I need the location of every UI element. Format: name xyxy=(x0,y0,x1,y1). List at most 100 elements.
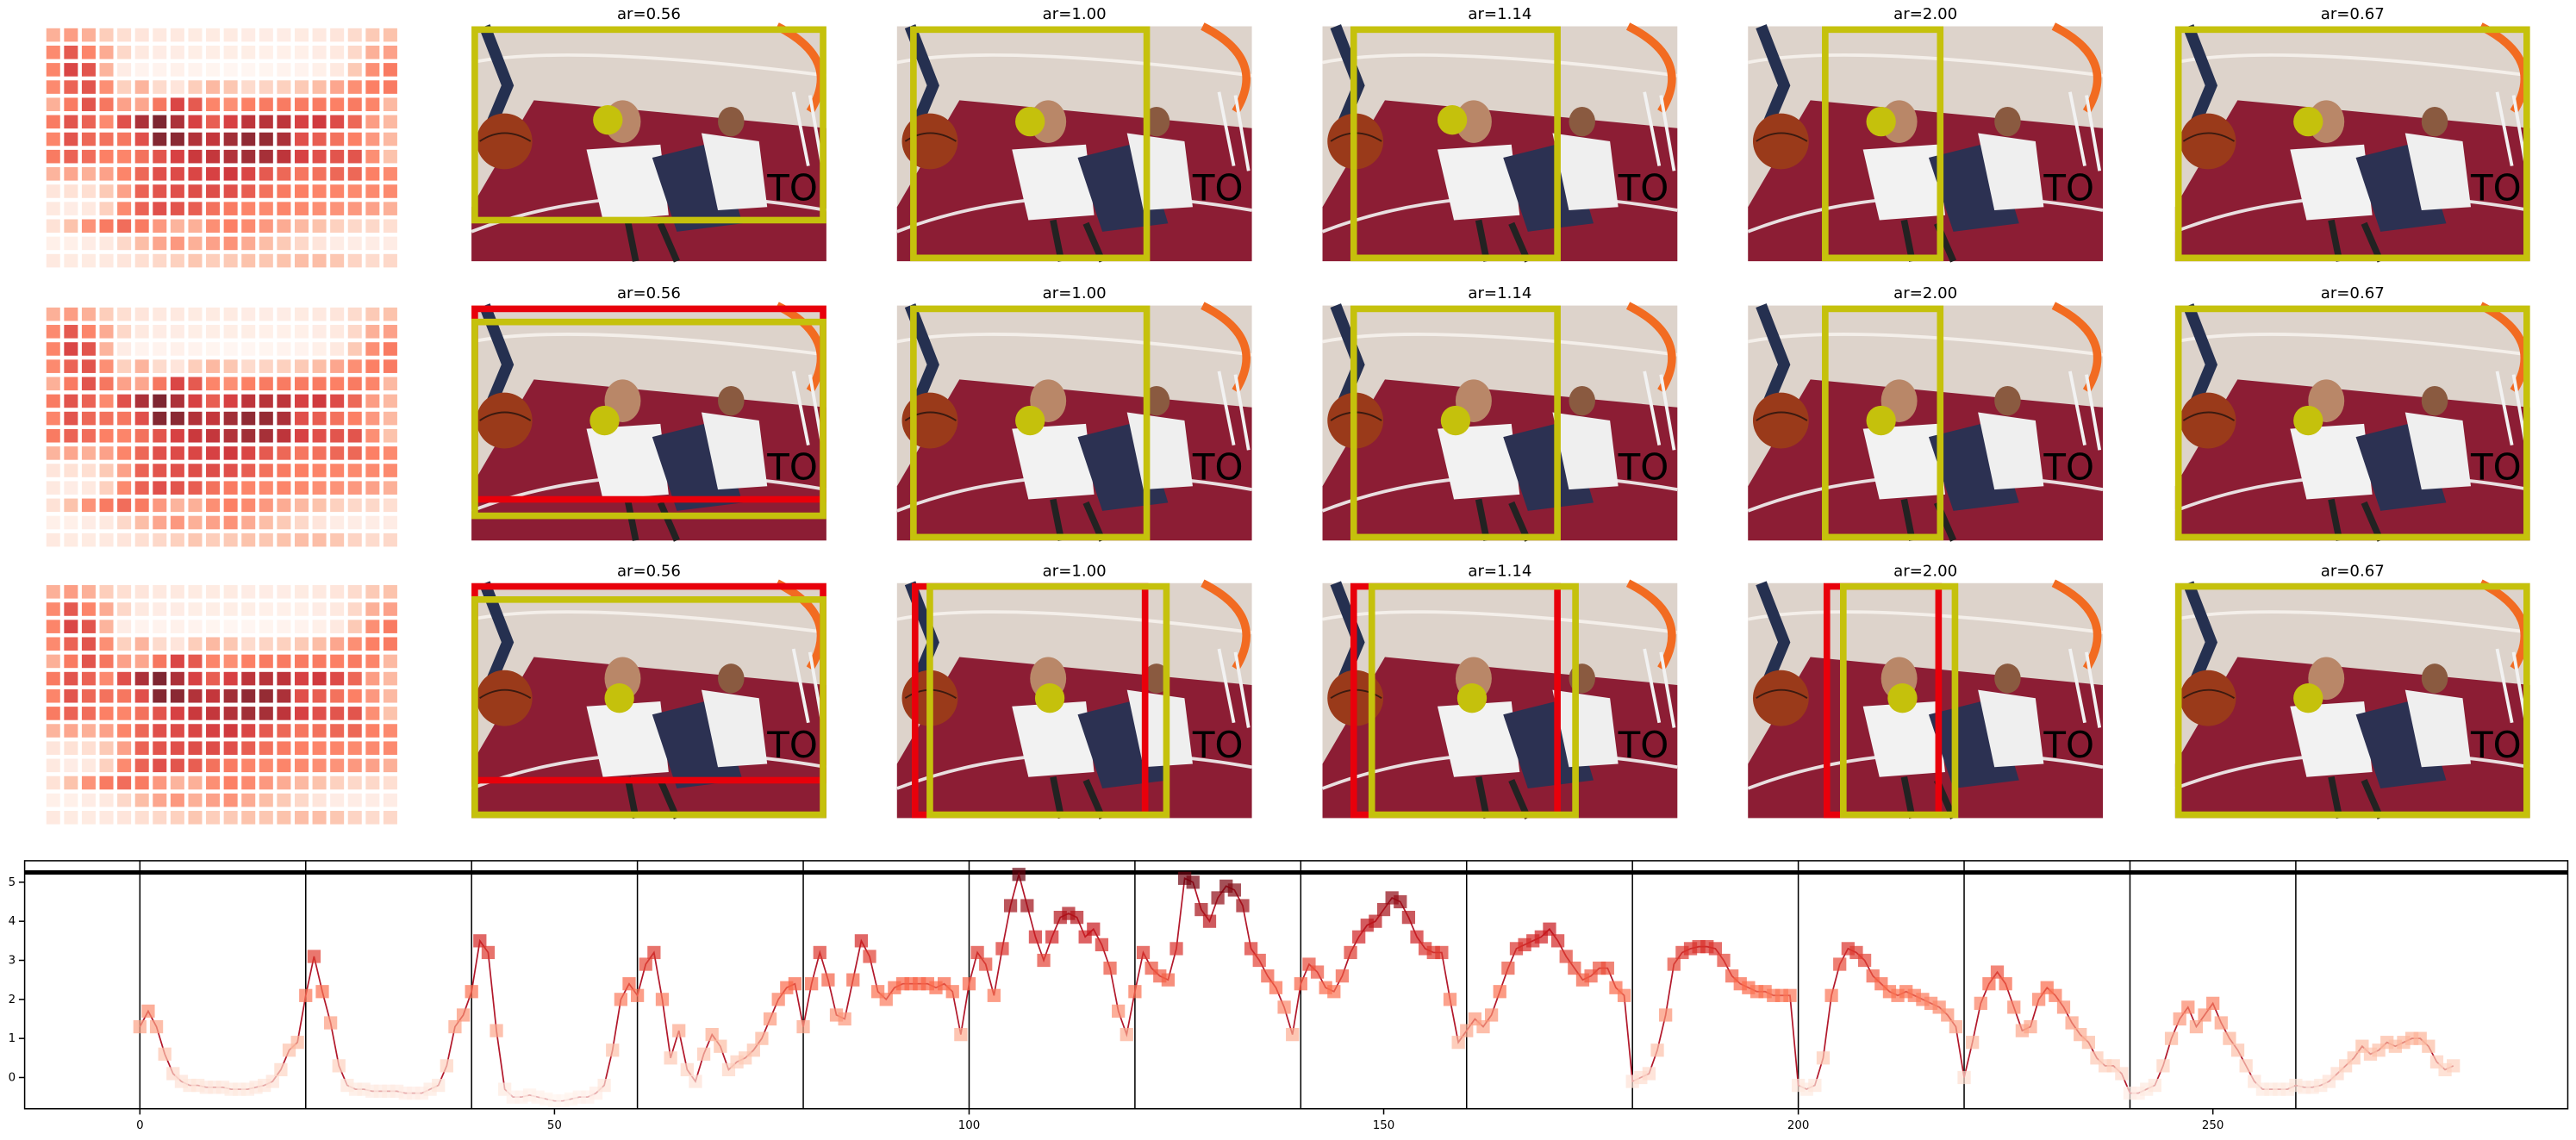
heatmap-cell xyxy=(64,724,78,738)
marker xyxy=(1617,988,1631,1002)
heatmap-cell xyxy=(188,811,203,825)
heatmap-cell xyxy=(134,707,149,720)
heatmap-cell xyxy=(347,654,362,669)
heatmap-cell xyxy=(277,236,291,251)
heatmap-cell xyxy=(117,63,132,77)
heatmap-cell xyxy=(241,80,256,94)
marker xyxy=(1833,957,1847,971)
heatmap-cell xyxy=(294,377,309,391)
heatmap-cell xyxy=(99,411,114,426)
heatmap-cell xyxy=(170,80,184,94)
heatmap-cell xyxy=(312,498,327,513)
heatmap-cell xyxy=(330,428,345,443)
heatmap-cell xyxy=(294,637,309,651)
panel-title: ar=0.67 xyxy=(2321,284,2385,302)
heatmap-cell xyxy=(383,377,397,391)
heatmap-cell xyxy=(46,307,60,321)
heatmap-cell xyxy=(117,498,132,513)
heatmap-cell xyxy=(347,464,362,477)
heatmap-cell xyxy=(64,377,78,391)
heatmap-cell xyxy=(259,184,273,198)
heatmap-cell xyxy=(134,776,149,790)
heatmap-cell xyxy=(277,202,291,215)
marker xyxy=(1824,988,1838,1002)
heatmap-cell xyxy=(223,776,238,790)
photo xyxy=(2175,27,2530,262)
marker xyxy=(2223,1031,2236,1045)
heatmap-cell xyxy=(330,132,345,146)
heatmap-cell xyxy=(347,377,362,391)
heatmap-cell xyxy=(117,758,132,773)
marker xyxy=(1128,985,1142,999)
heatmap-cell xyxy=(153,253,167,268)
heatmap-cell xyxy=(206,620,221,633)
heatmap-cell xyxy=(347,342,362,356)
heatmap-cell xyxy=(206,707,221,720)
heatmap-cell xyxy=(312,481,327,495)
heatmap-cell xyxy=(99,793,114,807)
heatmap-cell xyxy=(188,253,203,268)
marker xyxy=(1600,961,1614,975)
heatmap-cell xyxy=(330,80,345,94)
heatmap-cell xyxy=(64,28,78,42)
heatmap-cell xyxy=(277,149,291,164)
heatmap-cell xyxy=(383,776,397,790)
heatmap-cell xyxy=(312,620,327,633)
heatmap-cell xyxy=(312,63,327,77)
heatmap-cell xyxy=(223,724,238,738)
marker xyxy=(2032,993,2046,1006)
heatmap-cell xyxy=(99,184,114,198)
heatmap-cell xyxy=(312,688,327,703)
heatmap-cell xyxy=(277,428,291,443)
x-tick-label: 250 xyxy=(2202,1119,2224,1132)
marker xyxy=(490,1024,503,1037)
panel-title: ar=0.67 xyxy=(2321,562,2385,580)
heatmap-cell xyxy=(347,63,362,77)
heatmap-cell xyxy=(259,325,273,339)
heatmap-cell xyxy=(294,707,309,720)
heatmap-cell xyxy=(134,498,149,513)
heatmap-cell xyxy=(277,620,291,633)
heatmap-cell xyxy=(383,149,397,164)
marker xyxy=(2214,1016,2228,1030)
heatmap-cell xyxy=(134,394,149,408)
photo xyxy=(2175,306,2530,541)
heatmap-cell xyxy=(330,637,345,651)
heatmap-cell xyxy=(170,585,184,599)
photo xyxy=(897,306,1252,541)
heatmap-cell xyxy=(330,758,345,773)
heatmap-cell xyxy=(365,620,380,633)
heatmap-cell xyxy=(134,149,149,164)
heatmap-cell xyxy=(347,498,362,513)
heatmap-cell xyxy=(46,602,60,616)
heatmap-cell xyxy=(330,115,345,129)
heatmap-cell xyxy=(347,776,362,790)
heatmap-cell xyxy=(206,45,221,59)
heatmap-cell xyxy=(46,149,60,164)
heatmap-cell xyxy=(170,307,184,321)
heatmap-cell xyxy=(117,307,132,321)
heatmap-cell xyxy=(223,132,238,146)
heatmap-cell xyxy=(347,481,362,495)
heatmap-cell xyxy=(383,464,397,477)
heatmap-cell xyxy=(81,464,96,477)
heatmap-cell xyxy=(241,688,256,703)
heatmap-cell xyxy=(81,325,96,339)
heatmap-cell xyxy=(277,446,291,460)
heatmap-cell xyxy=(259,411,273,426)
heatmap-cell xyxy=(277,637,291,651)
heatmap-cell xyxy=(277,654,291,669)
heatmap-cell xyxy=(365,253,380,268)
marker xyxy=(1335,969,1350,983)
marker xyxy=(2206,996,2220,1010)
photo xyxy=(471,27,826,262)
heatmap-cell xyxy=(277,515,291,530)
heatmap-cell xyxy=(241,219,256,234)
heatmap-cell xyxy=(312,325,327,339)
heatmap-cell xyxy=(277,219,291,234)
heatmap-cell xyxy=(81,28,96,42)
heatmap-cell xyxy=(365,359,380,373)
heatmap-cell xyxy=(330,167,345,181)
focus-point xyxy=(1456,683,1488,713)
heatmap-cell xyxy=(153,80,167,94)
